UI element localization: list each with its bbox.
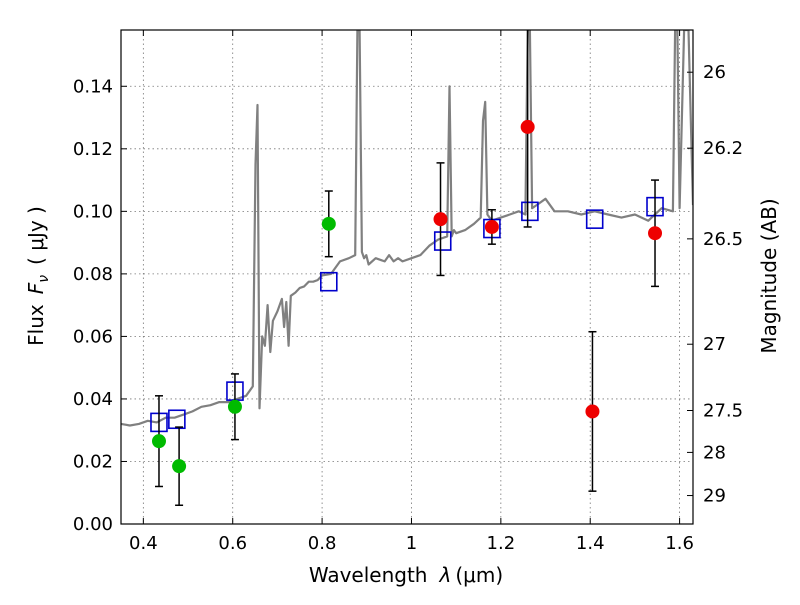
y2-axis-label: Magnitude (AB)	[757, 198, 781, 353]
y2-tick-label: 27	[703, 334, 726, 355]
y-tick-label: 0.00	[73, 514, 113, 535]
spectrum-line	[121, 30, 693, 427]
grid-layer	[121, 30, 693, 525]
y2-tick-label: 29	[703, 486, 726, 507]
x-axis-label: Wavelength λ (μm)	[309, 563, 503, 587]
model-photometry-box	[521, 201, 539, 222]
y-tick-label: 0.02	[73, 451, 113, 472]
observed-point	[151, 434, 166, 449]
plot-frame	[120, 29, 694, 525]
observed-point	[227, 399, 242, 414]
y-axis-label: FluxFν( μJy )	[24, 206, 52, 346]
y2-tick-label: 28	[703, 442, 726, 463]
observed-point	[172, 459, 187, 474]
y-tick-label: 0.14	[73, 76, 113, 97]
plot-area	[121, 30, 693, 506]
model-photometry-box	[433, 231, 452, 251]
x-tick-label: 1.6	[665, 533, 694, 554]
y2-tick-label: 26.2	[703, 138, 743, 159]
x-tick-label: 0.8	[308, 533, 337, 554]
y2-tick-label: 26	[703, 62, 726, 83]
x-tick-label: 1.4	[576, 533, 605, 554]
y-tick-label: 0.08	[73, 264, 113, 285]
x-tick-label: 1	[406, 533, 417, 554]
y2-tick-label: 27.5	[703, 401, 743, 422]
model-photometry-box	[585, 209, 604, 229]
x-tick-label: 1.2	[487, 533, 516, 554]
ticks-layer: 0.4 0.6 0.8 1 1.2 1.4 1.6 0.00 0.02 0.04 0.06 0.08 0…	[73, 30, 743, 554]
observed-point	[648, 226, 663, 241]
y-tick-label: 0.12	[73, 139, 113, 160]
observed-point	[433, 212, 448, 227]
observed-point	[321, 216, 336, 231]
x-tick-label: 0.4	[129, 533, 158, 554]
observed-point	[585, 404, 600, 419]
y2-tick-label: 26.5	[703, 229, 743, 250]
x-tick-label: 0.6	[218, 533, 247, 554]
model-photometry-box	[319, 271, 338, 292]
y-tick-label: 0.10	[73, 201, 113, 222]
y-tick-label: 0.04	[73, 389, 113, 410]
y-tick-label: 0.06	[73, 326, 113, 347]
model-photometry-box	[168, 409, 186, 430]
observed-point	[484, 219, 499, 234]
observed-point	[520, 119, 535, 134]
